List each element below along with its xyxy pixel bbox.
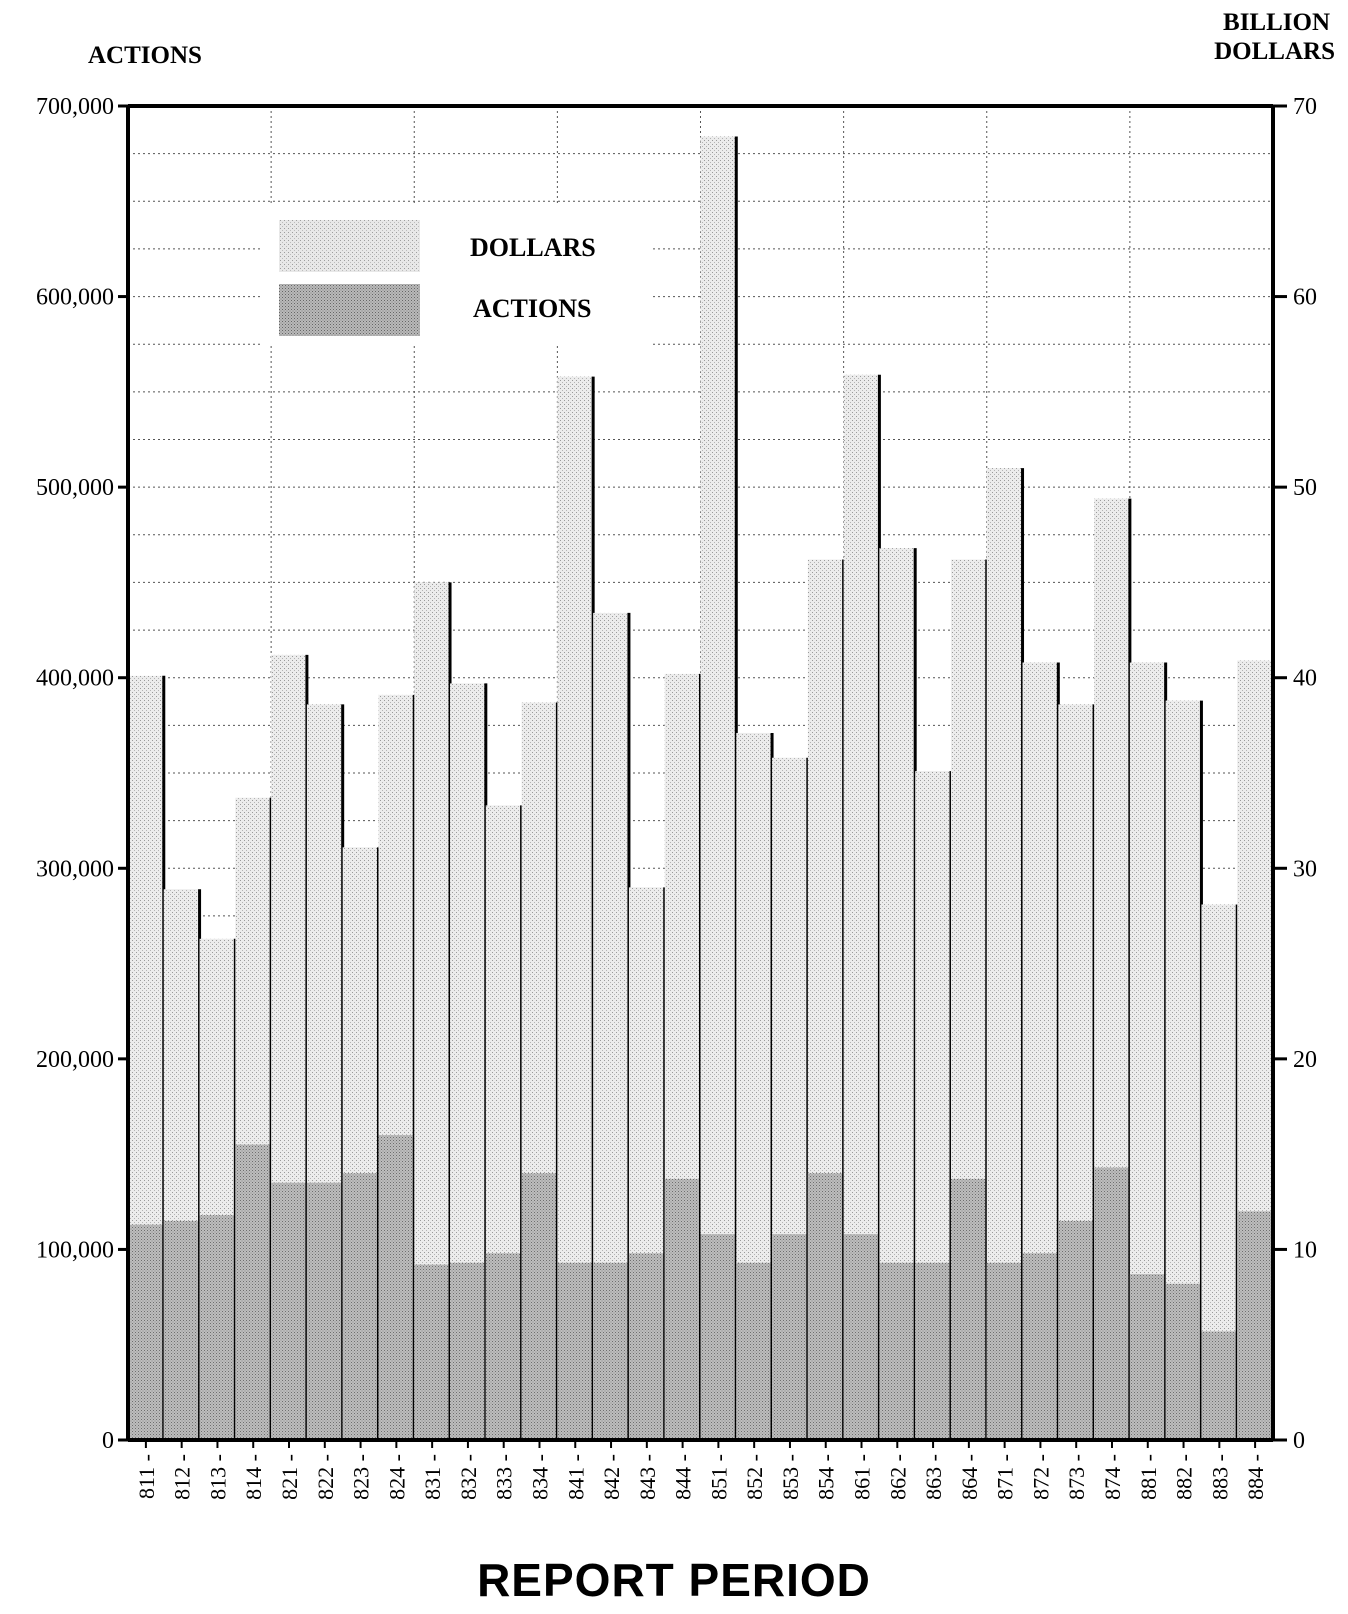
category-label-881: 881 - — [1136, 1454, 1161, 1500]
left-tick-label: 500,000 — [36, 475, 114, 501]
category-label-831: 831 - — [420, 1454, 445, 1500]
left-tick-label: 0 — [102, 1428, 114, 1454]
right-tick-label: 40 — [1293, 666, 1317, 692]
category-label-871: 871 - — [993, 1454, 1018, 1500]
bar-actions-854 — [807, 1173, 844, 1440]
bar-actions-863 — [915, 1262, 951, 1440]
left-tick-label: 700,000 — [36, 94, 114, 120]
category-label-883: 883 - — [1207, 1454, 1232, 1500]
bar-actions-833 — [485, 1253, 522, 1440]
category-label-854: 854 - — [814, 1454, 839, 1500]
category-label-841: 841 - — [563, 1454, 588, 1500]
left-tick-label: 100,000 — [36, 1237, 114, 1263]
category-label-832: 832 - — [456, 1454, 481, 1500]
left-tick-label: 400,000 — [36, 666, 114, 692]
bar-actions-864 — [950, 1178, 987, 1440]
legend-swatch-actions — [279, 284, 420, 336]
bar-actions-884 — [1237, 1211, 1273, 1440]
bar-actions-823 — [342, 1173, 379, 1440]
category-label-822: 822 - — [313, 1454, 338, 1500]
category-label-853: 853 - — [778, 1454, 803, 1500]
left-tick-label: 200,000 — [36, 1047, 114, 1073]
bar-actions-882 — [1165, 1283, 1202, 1440]
right-tick-label: 0 — [1293, 1428, 1305, 1454]
category-label-862: 862 - — [885, 1454, 910, 1500]
category-label-872: 872 - — [1028, 1454, 1053, 1500]
bar-actions-831 — [414, 1264, 451, 1440]
category-label-842: 842 - — [599, 1454, 624, 1500]
left-tick-label: 600,000 — [36, 285, 114, 311]
right-axis-title-line1: BILLION — [1223, 9, 1330, 36]
category-label-873: 873 - — [1064, 1454, 1089, 1500]
category-label-821: 821 - — [277, 1454, 302, 1500]
legend-label-actions: ACTIONS — [473, 294, 591, 323]
bar-actions-873 — [1058, 1220, 1095, 1440]
bar-actions-842 — [593, 1262, 629, 1440]
bar-actions-814 — [235, 1144, 272, 1440]
category-label-852: 852 - — [742, 1454, 767, 1500]
left-axis-title: ACTIONS — [88, 42, 202, 69]
bar-actions-862 — [879, 1262, 916, 1440]
bar-actions-843 — [628, 1253, 665, 1440]
category-label-812: 812 - — [170, 1454, 195, 1500]
right-tick-label: 10 — [1293, 1237, 1317, 1263]
bar-actions-813 — [199, 1215, 236, 1440]
category-label-814: 814 - — [241, 1454, 266, 1500]
bar-actions-811 — [128, 1224, 164, 1440]
category-label-884: 884 - — [1243, 1454, 1268, 1500]
right-tick-label: 70 — [1293, 94, 1317, 120]
x-axis-title: REPORT PERIOD — [477, 1554, 871, 1606]
bar-actions-883 — [1201, 1331, 1238, 1440]
category-label-882: 882 - — [1172, 1454, 1197, 1500]
bar-actions-824 — [378, 1135, 415, 1440]
tick-labels: 0 100,000 200,000 300,000 400,000 500,000 600,… — [36, 94, 1317, 1454]
bar-actions-853 — [772, 1234, 808, 1440]
category-label-843: 843 - — [635, 1454, 660, 1500]
category-label-851: 851 - — [706, 1454, 731, 1500]
category-label-844: 844 - — [671, 1454, 696, 1500]
legend-label-dollars: DOLLARS — [470, 233, 596, 262]
right-tick-label: 30 — [1293, 856, 1317, 882]
bar-actions-812 — [163, 1220, 200, 1440]
category-label-874: 874 - — [1100, 1454, 1125, 1500]
bar-actions-872 — [1022, 1253, 1059, 1440]
category-labels: 811 - 812 - 813 - 814 - 821 - 822 - 823 - 824 -… — [134, 1440, 1268, 1500]
bar-actions-881 — [1129, 1274, 1166, 1440]
bars — [128, 136, 1275, 1441]
category-label-833: 833 - — [492, 1454, 517, 1500]
right-tick-label: 20 — [1293, 1047, 1317, 1073]
category-label-811: 811 - — [134, 1454, 159, 1499]
bar-actions-841 — [557, 1262, 594, 1440]
bar-actions-871 — [986, 1262, 1023, 1440]
bar-actions-832 — [450, 1262, 486, 1440]
category-label-834: 834 - — [527, 1454, 552, 1500]
right-tick-label: 50 — [1293, 475, 1317, 501]
bar-actions-821 — [271, 1182, 307, 1440]
axes — [126, 104, 1275, 1442]
legend: DOLLARS ACTIONS — [262, 205, 652, 345]
category-label-863: 863 - — [921, 1454, 946, 1500]
bar-actions-822 — [306, 1182, 343, 1440]
bar-actions-861 — [843, 1234, 880, 1440]
right-axis-title-line2: DOLLARS — [1214, 38, 1335, 65]
bar-actions-852 — [736, 1262, 773, 1440]
category-label-813: 813 - — [205, 1454, 230, 1500]
category-label-823: 823 - — [349, 1454, 374, 1500]
category-label-824: 824 - — [384, 1454, 409, 1500]
bar-dollars-851 — [700, 136, 737, 1440]
bar-actions-844 — [664, 1178, 701, 1440]
bar-actions-834 — [521, 1173, 558, 1440]
bar-actions-874 — [1094, 1167, 1130, 1440]
category-label-861: 861 - — [850, 1454, 875, 1500]
right-tick-label: 60 — [1293, 285, 1317, 311]
bar-actions-851 — [700, 1234, 737, 1440]
category-label-864: 864 - — [957, 1454, 982, 1500]
left-tick-label: 300,000 — [36, 856, 114, 882]
legend-swatch-dollars — [279, 220, 420, 272]
